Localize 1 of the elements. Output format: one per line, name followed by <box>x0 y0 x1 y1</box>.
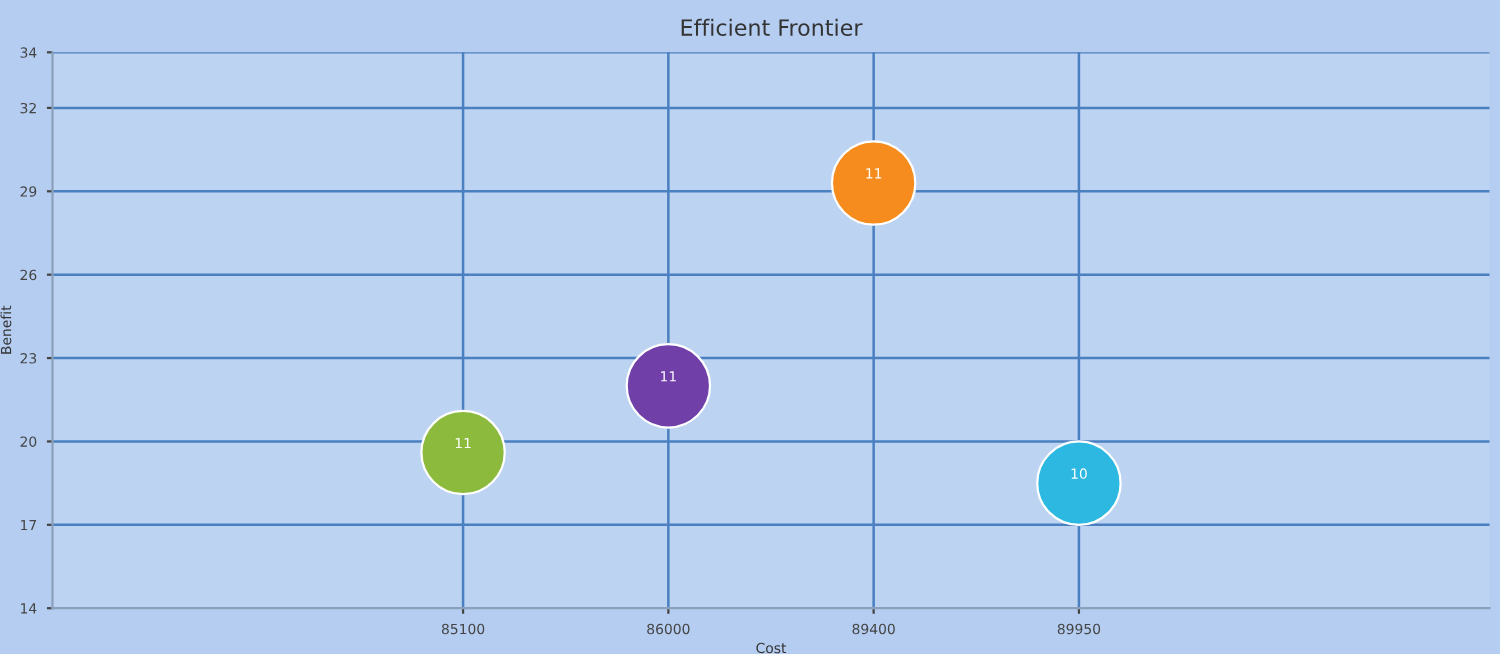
chart-title: Efficient Frontier <box>681 18 863 36</box>
